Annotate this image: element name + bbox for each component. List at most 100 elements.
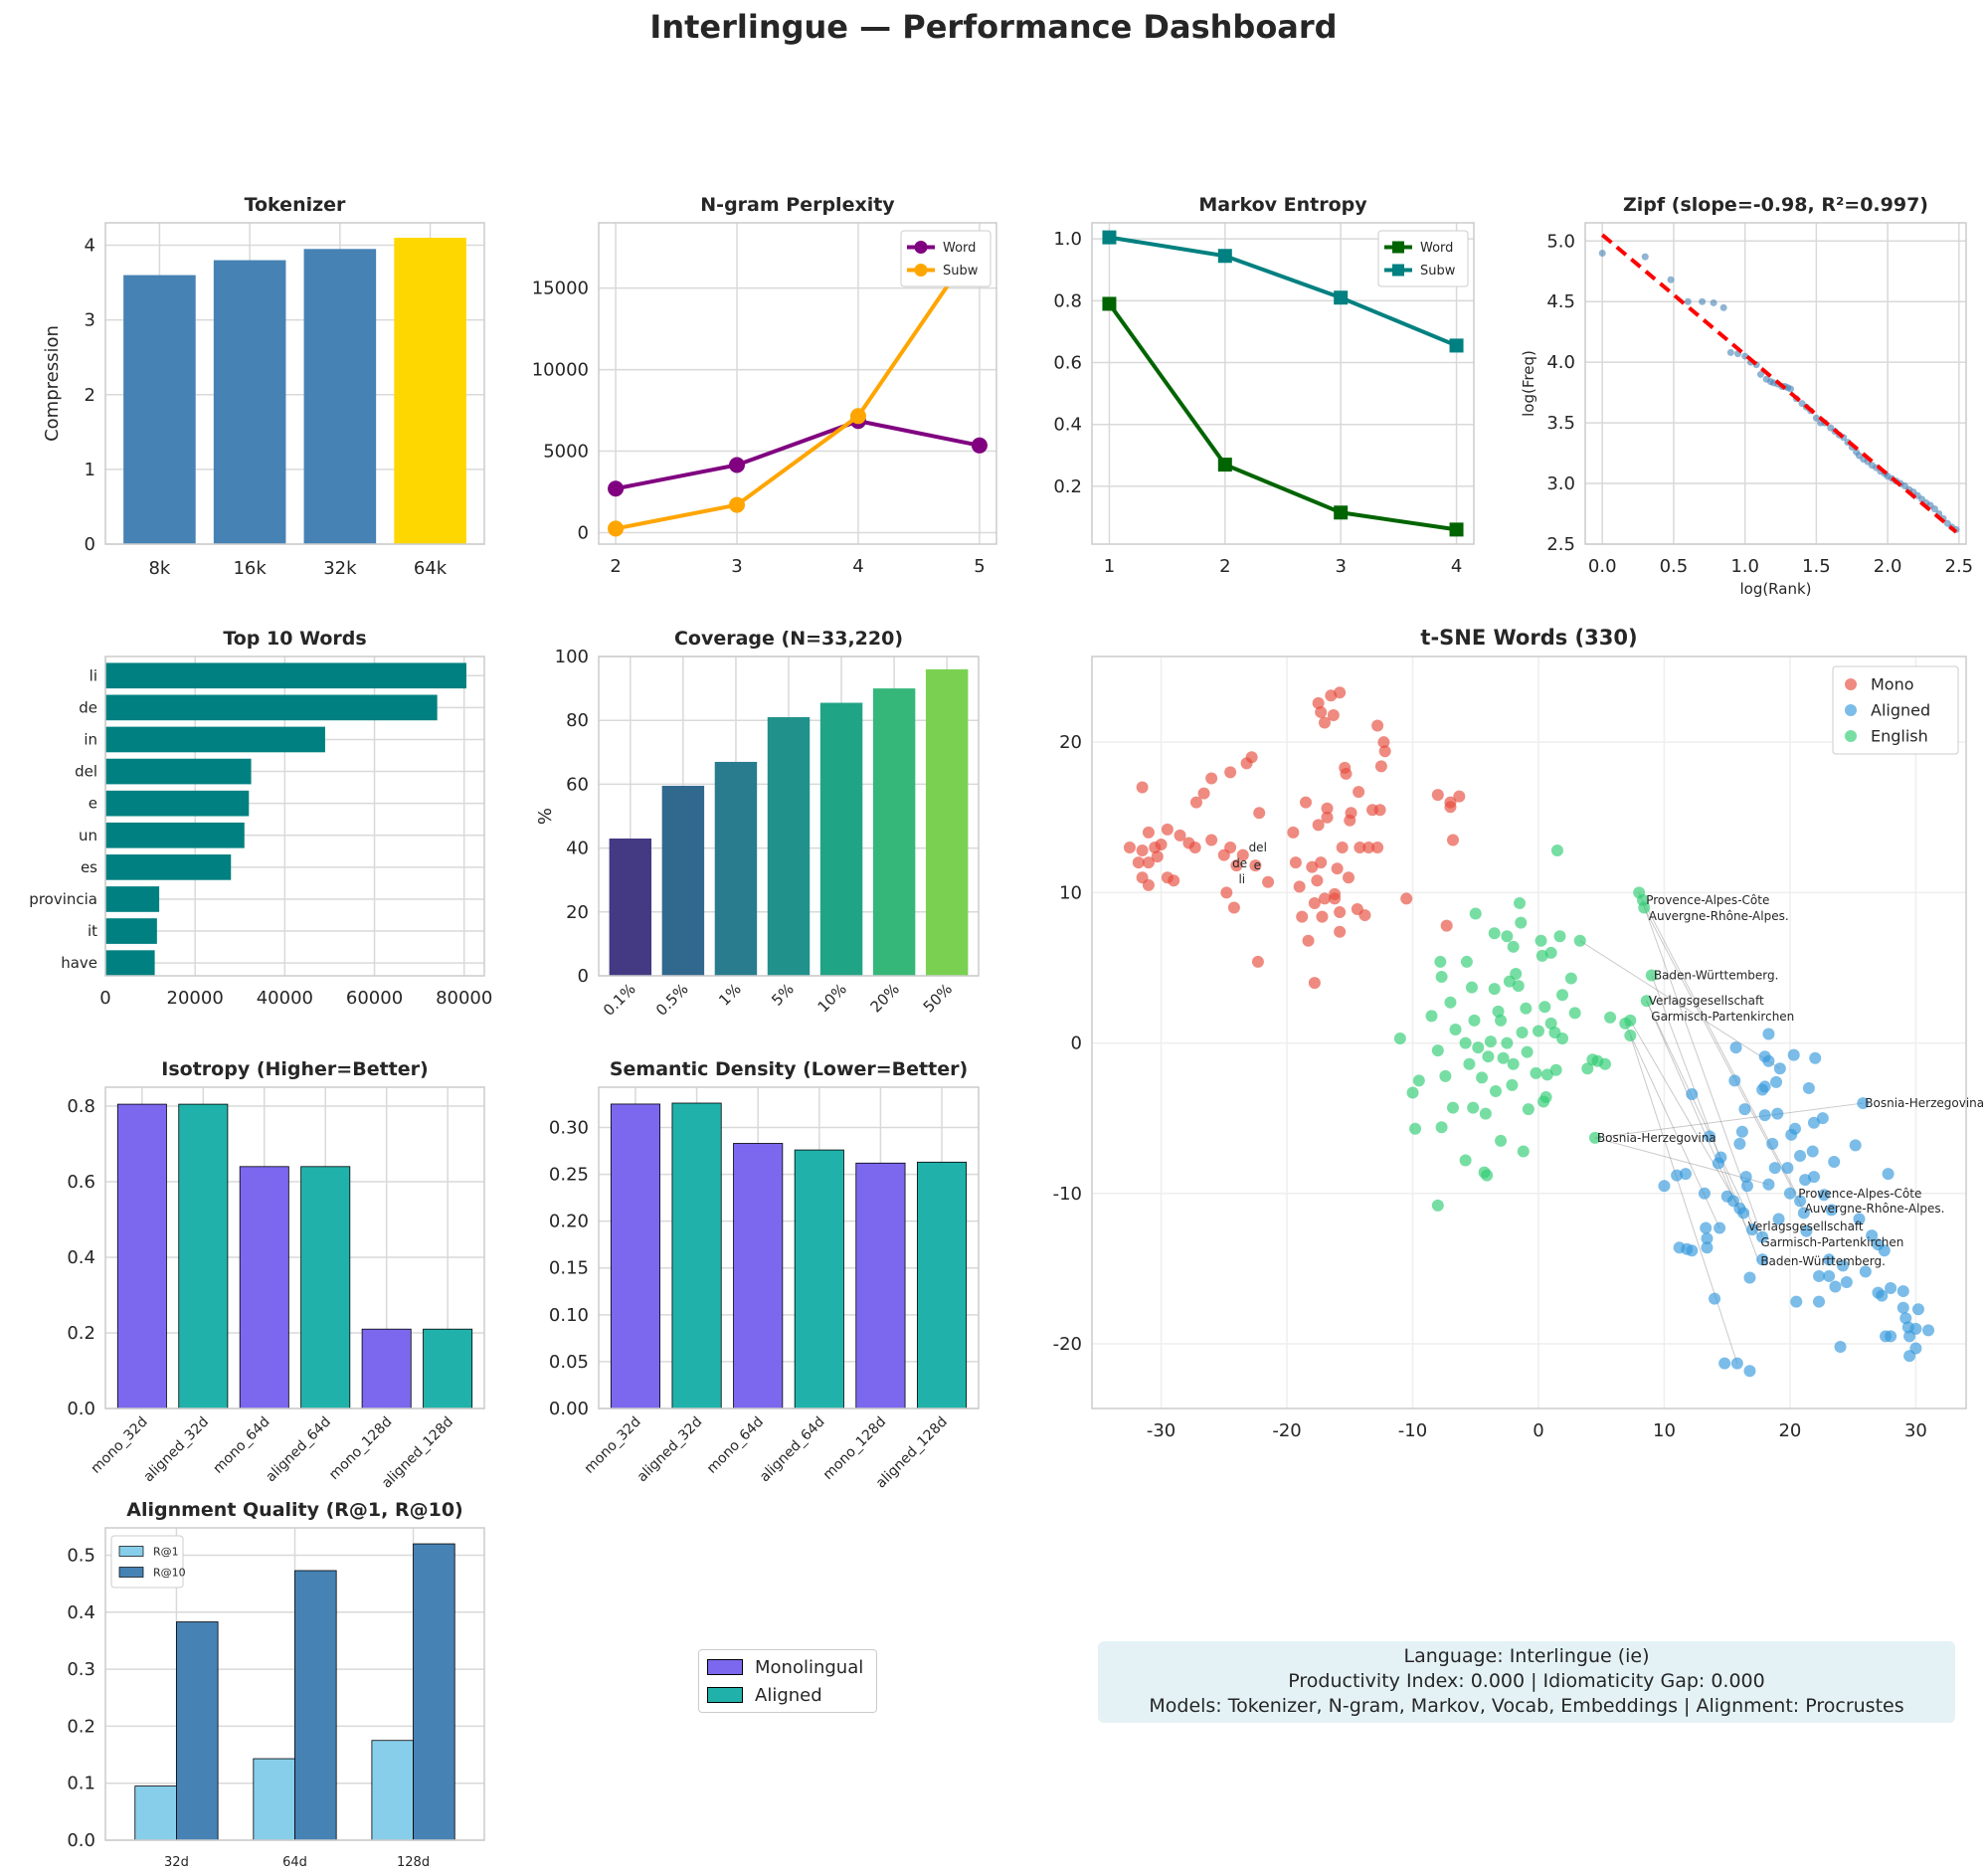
y-tick-label: del (75, 763, 97, 781)
word-annotation: li (1238, 872, 1245, 886)
word-annotation: Provence-Alpes-Côte (1646, 893, 1769, 907)
data-point (1726, 348, 1734, 356)
point-mono (1446, 834, 1459, 846)
point-english (1488, 927, 1501, 940)
point-mono (1334, 906, 1347, 919)
bar-64k (394, 238, 466, 544)
point-english (1476, 1071, 1489, 1084)
point-mono (1354, 842, 1366, 854)
plot-frame (598, 1086, 980, 1409)
chart-title: Isotropy (Higher=Better) (161, 1058, 428, 1080)
plot-frame (1584, 222, 1967, 545)
y-tick-label: 15000 (532, 279, 589, 299)
bar-aligned_32d (671, 1102, 722, 1409)
data-point (1598, 249, 1606, 257)
point-aligned (1739, 1171, 1752, 1184)
point-mono (1262, 875, 1275, 888)
legend-marker (1845, 678, 1857, 690)
point-mono (1331, 862, 1344, 875)
x-tick-label: 10 (1653, 1420, 1676, 1441)
x-tick-label: 0.1% (600, 980, 639, 1020)
point-aligned (1876, 1289, 1889, 1302)
x-tick-label: 20000 (167, 988, 224, 1009)
point-mono (1188, 842, 1201, 854)
point-aligned (1807, 1171, 1820, 1184)
data-point-Word (608, 480, 625, 497)
bar-mono_64d (733, 1143, 784, 1409)
point-english (1510, 968, 1523, 981)
data-point-Word (1449, 522, 1464, 537)
point-aligned (1709, 1292, 1721, 1305)
bar-5% (767, 716, 811, 976)
series-line-Word (1107, 302, 1457, 532)
tsne-chart: -20 -10 0 10 20 -30 -20 -10 0 10 20 30 t-SNE Words (… (1053, 626, 1985, 1441)
x-tick-label: 4 (1451, 556, 1462, 577)
bar-aligned_64d (300, 1166, 351, 1409)
legend-swatch (118, 1567, 144, 1578)
legend-label: R@10 (153, 1566, 186, 1579)
y-tick-label: 0.15 (549, 1258, 589, 1279)
x-tick-label: 16k (233, 558, 267, 579)
point-mono (1444, 801, 1457, 814)
y-tick-label: 4 (85, 236, 95, 257)
point-mono (1224, 766, 1237, 779)
point-mono (1151, 850, 1164, 863)
plot-frame (104, 1527, 485, 1841)
x-tick-label: mono_32d (89, 1414, 151, 1477)
legend (110, 1535, 184, 1589)
alignment-link (1579, 940, 1781, 1069)
point-mono (1327, 708, 1340, 721)
x-tick-label: 30 (1904, 1420, 1927, 1441)
plot-frame (104, 222, 485, 545)
x-tick-label: 1.5 (1802, 556, 1831, 577)
point-english (1549, 1063, 1562, 1076)
x-tick-label: 80000 (436, 988, 492, 1009)
bar-aligned_32d (178, 1103, 229, 1409)
y-tick-label: 1.0 (1053, 229, 1082, 250)
word-annotation: e (1254, 858, 1261, 872)
point-english (1472, 1041, 1485, 1054)
point-aligned (1882, 1168, 1895, 1181)
point-english (1406, 1086, 1419, 1099)
point-mono (1334, 925, 1347, 938)
point-mono (1132, 856, 1145, 869)
x-tick-label: 0.5% (652, 980, 692, 1020)
x-tick-label: 0.5 (1660, 556, 1689, 577)
data-point-Word (1217, 458, 1232, 472)
data-point-Subw (1102, 230, 1117, 245)
chart-title: Alignment Quality (R@1, R@10) (126, 1499, 463, 1521)
point-mono (1315, 856, 1328, 869)
legend-marker (1392, 241, 1404, 254)
point-mono (1136, 844, 1149, 857)
word-annotation: Garmisch-Partenkirchen (1651, 1010, 1794, 1024)
point-aligned (1773, 1062, 1786, 1075)
data-point (1930, 505, 1938, 513)
point-aligned (1809, 1051, 1822, 1064)
legend-swatch (707, 1659, 743, 1675)
plot-area (1092, 657, 1966, 1408)
bar-es (105, 854, 232, 880)
point-english (1556, 1032, 1569, 1045)
bar-li (105, 662, 466, 689)
y-tick-label: 0 (1071, 1033, 1082, 1054)
alignment-link (1646, 1001, 1747, 1227)
x-tick-label: 2.0 (1874, 556, 1902, 577)
x-tick-label: mono_64d (210, 1414, 272, 1477)
data-point-Subw (608, 520, 625, 537)
legend-label: R@1 (153, 1545, 179, 1558)
point-aligned (1771, 1107, 1784, 1120)
legend-item-monolingual: Monolingual (699, 1653, 876, 1681)
alignment-link (1629, 1034, 1738, 1364)
dashboard-title: Interlingue — Performance Dashboard (649, 8, 1338, 46)
point-mono (1321, 811, 1334, 824)
y-tick-label: 4.5 (1546, 291, 1575, 312)
y-tick-label: 40 (566, 839, 589, 859)
point-english (1479, 1107, 1492, 1120)
bar-8k (123, 275, 196, 544)
point-english (1599, 1057, 1612, 1070)
alignment-quality-chart: 0.0 0.1 0.2 0.3 0.4 0.5 Alignment Quality (R@1… (67, 1499, 485, 1870)
point-aligned (1772, 1213, 1785, 1225)
y-tick-label: 0.10 (549, 1305, 589, 1326)
point-english (1393, 1032, 1406, 1045)
embedding-legend: Monolingual Aligned (698, 1649, 877, 1713)
